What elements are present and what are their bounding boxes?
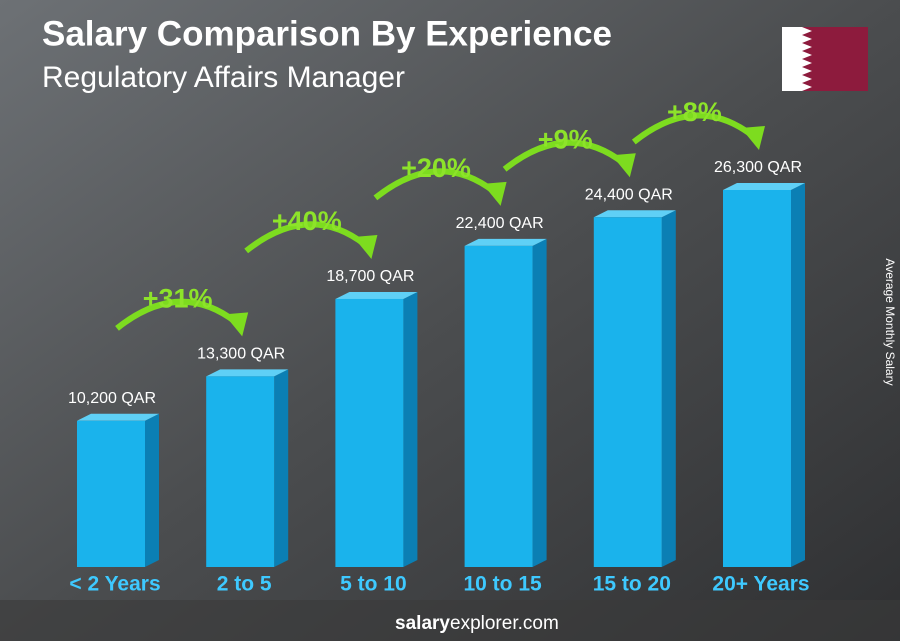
x-tick-label: 5 to 10 <box>340 573 407 596</box>
annotation-arrow <box>224 312 249 337</box>
annotation: +8% <box>667 97 722 127</box>
value-label: 10,200 QAR <box>68 390 156 407</box>
flag <box>782 27 868 91</box>
bar <box>723 190 791 567</box>
annotation: +40% <box>272 206 342 236</box>
annotation-arrow <box>353 234 378 259</box>
chart-title: Salary Comparison By Experience <box>42 14 612 53</box>
annotation-arc <box>373 168 497 201</box>
y-axis-label: Average Monthly Salary <box>883 258 897 385</box>
annotation-arrow <box>611 153 636 178</box>
bar <box>206 376 275 567</box>
value-label: 13,300 QAR <box>197 346 285 363</box>
annotation-arc <box>244 221 368 254</box>
bar-top <box>206 369 289 377</box>
bar <box>464 245 533 567</box>
bar-side <box>532 238 547 567</box>
x-tick-label: 10 to 15 <box>463 573 542 596</box>
annotation-arc <box>631 112 755 145</box>
value-label: 26,300 QAR <box>714 159 802 176</box>
bar-side <box>403 291 418 567</box>
x-tick-label: 15 to 20 <box>593 573 671 596</box>
value-label: 24,400 QAR <box>585 186 673 203</box>
bar-top <box>723 183 805 190</box>
annotation-arrow <box>741 126 765 150</box>
footer-band <box>0 600 900 641</box>
annotation-arrow <box>482 181 507 206</box>
value-label: 18,700 QAR <box>326 268 414 285</box>
bar-side <box>145 413 159 567</box>
annotation: +31% <box>143 283 213 313</box>
x-tick-label: < 2 Years <box>69 573 160 596</box>
annotation: +9% <box>538 124 593 154</box>
bar-side <box>661 210 676 567</box>
bar <box>77 420 145 567</box>
annotation-arc <box>115 298 239 331</box>
annotation-arc <box>502 139 626 172</box>
bar <box>335 298 404 567</box>
bar-top <box>593 210 676 218</box>
annotation: +20% <box>401 153 471 183</box>
bar-top <box>77 413 159 421</box>
footer-brand: salary <box>395 613 450 634</box>
x-tick-label: 2 to 5 <box>217 573 272 596</box>
value-label: 22,400 QAR <box>456 215 544 232</box>
chart-subtitle: Regulatory Affairs Manager <box>42 61 405 94</box>
bar-top <box>464 238 547 246</box>
footer-domain: explorer.com <box>450 613 559 634</box>
x-tick-label: 20+ Years <box>712 573 809 596</box>
bar-side <box>791 183 805 567</box>
bar <box>593 217 662 567</box>
bar-side <box>274 369 289 567</box>
bar-top <box>335 291 418 299</box>
